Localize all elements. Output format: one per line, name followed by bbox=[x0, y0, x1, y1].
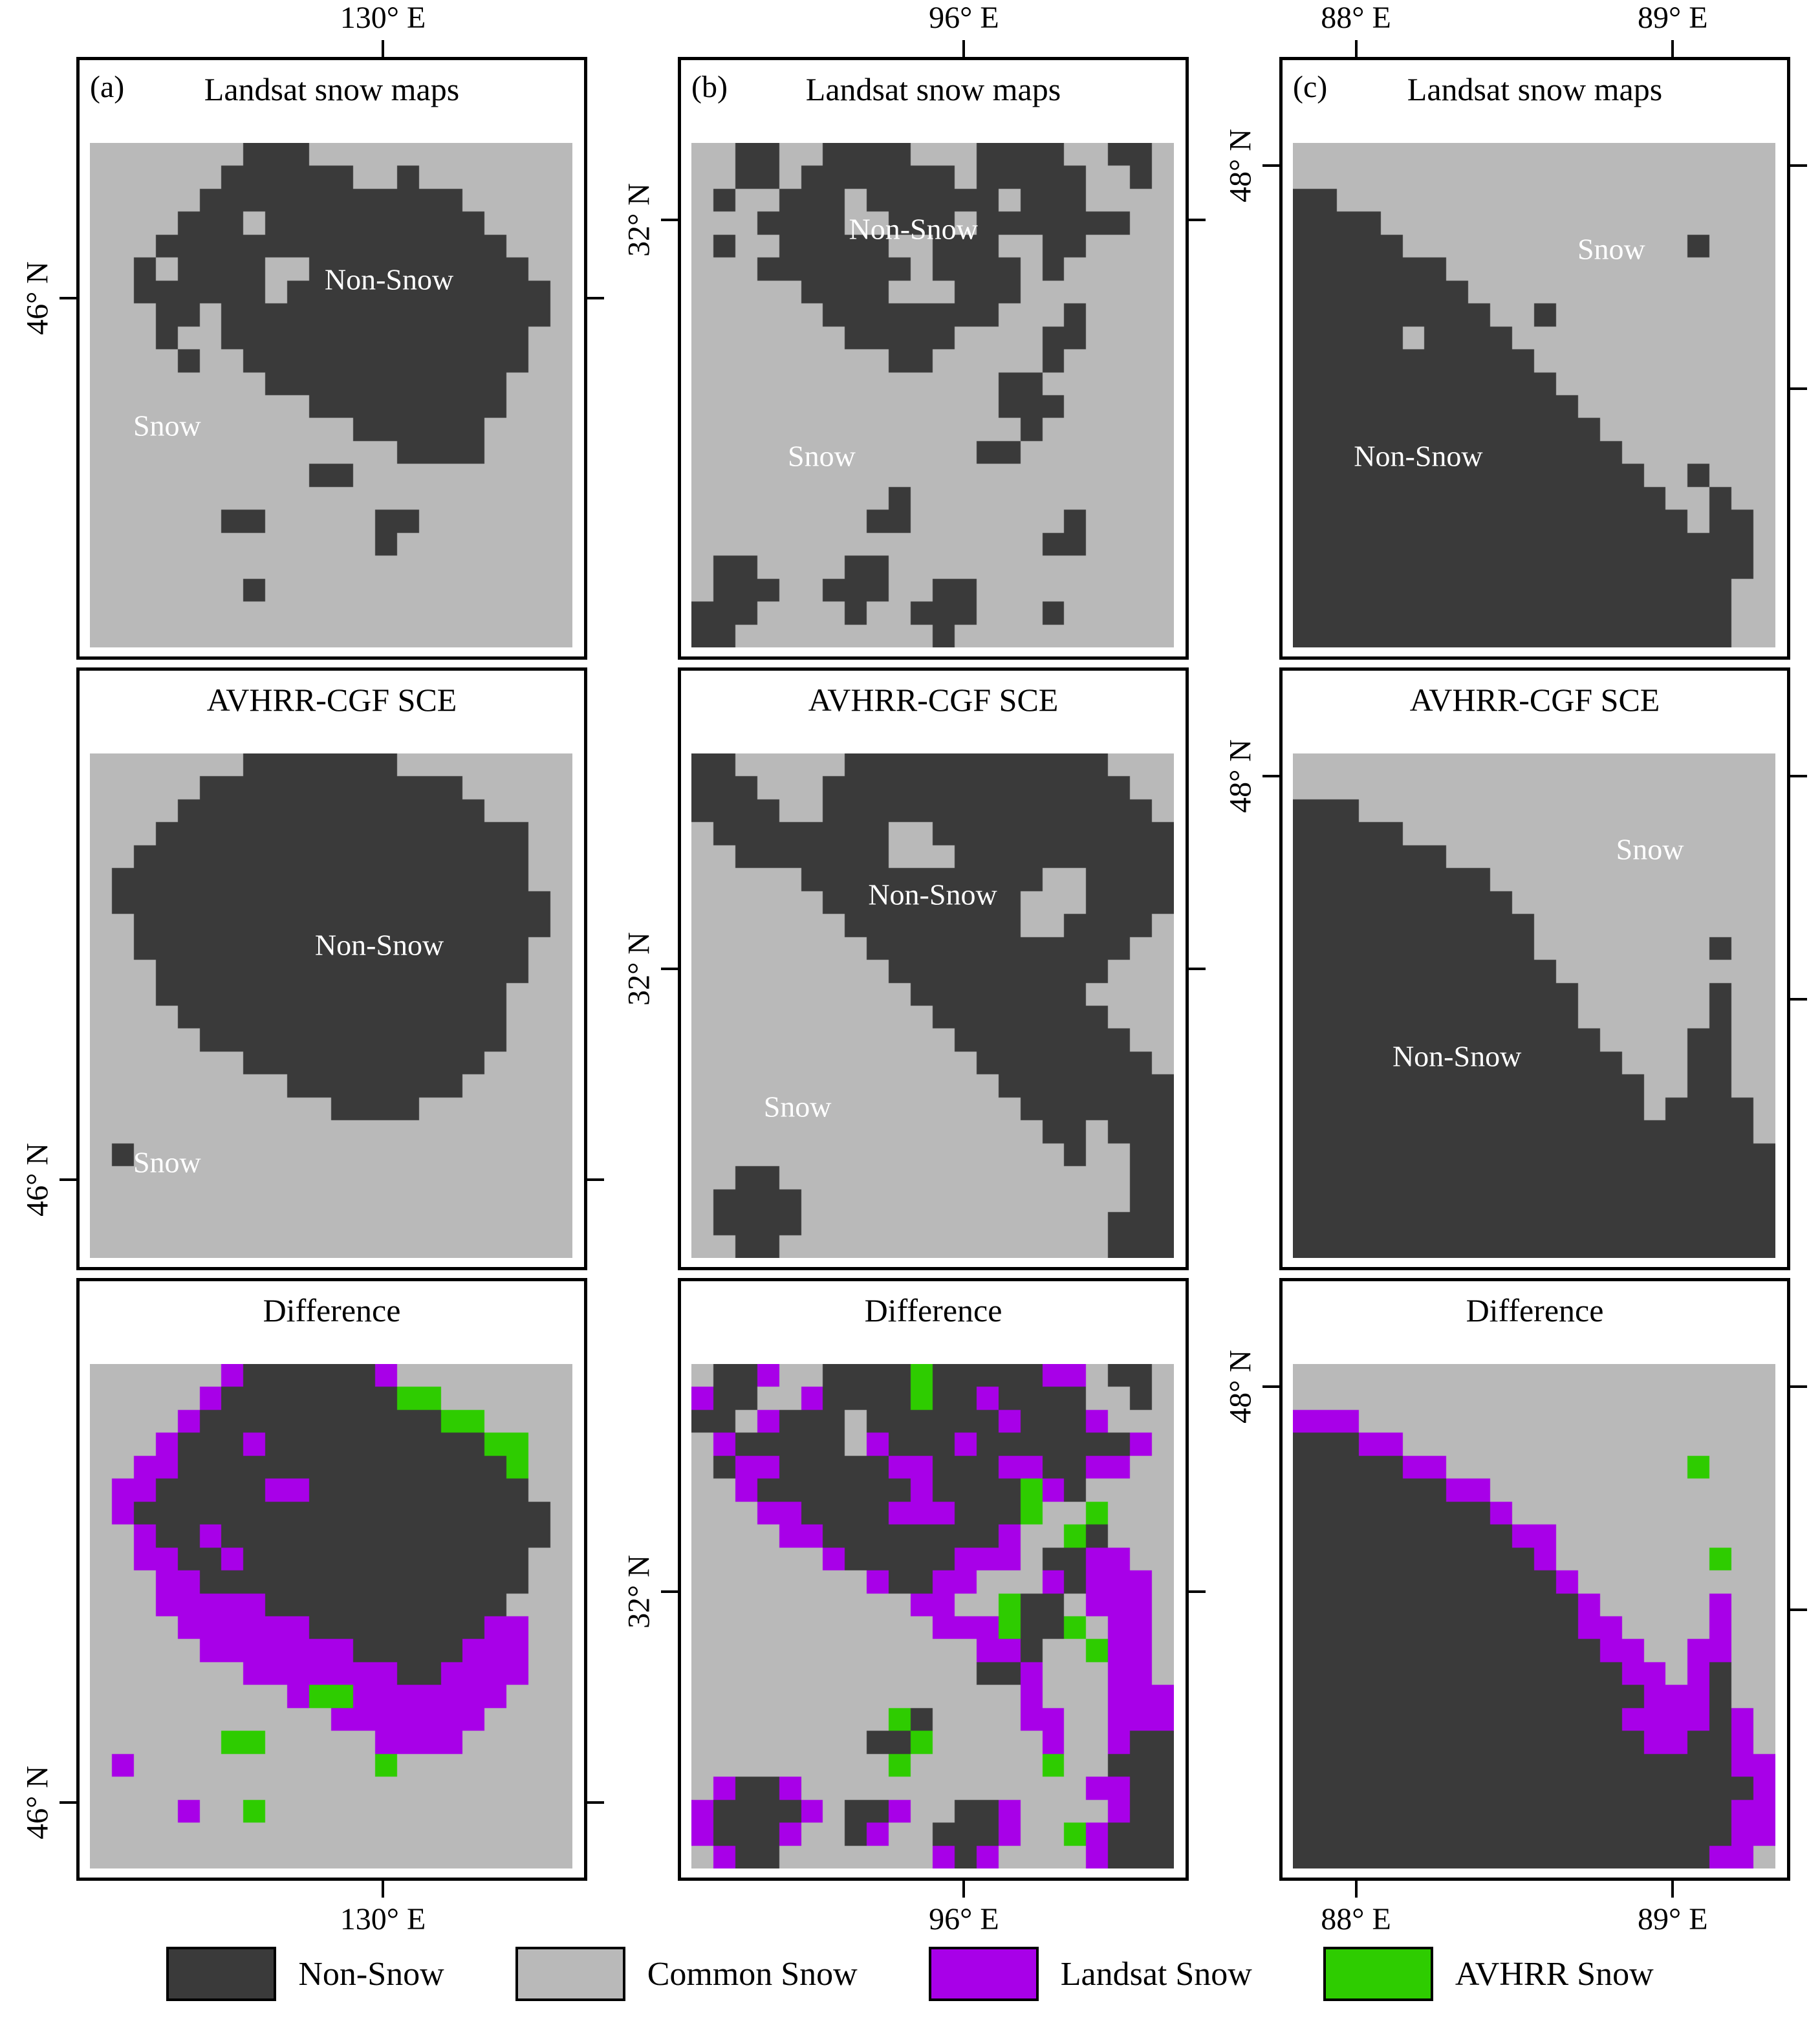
lon-tick-top bbox=[1671, 40, 1674, 57]
snow-raster-canvas bbox=[691, 753, 1174, 1258]
lon-label-bottom: 130° E bbox=[340, 1902, 426, 1936]
lat-label: 46° N bbox=[20, 261, 55, 335]
lon-tick-bottom bbox=[962, 1881, 966, 1898]
panel-c-landsat: (c) Landsat snow maps Snow Non-Snow bbox=[1279, 57, 1790, 660]
lon-tick-top bbox=[962, 40, 966, 57]
lat-label: 46° N bbox=[20, 1765, 55, 1839]
lat-tick-right bbox=[1790, 164, 1807, 167]
lat-tick-left bbox=[661, 218, 678, 221]
lon-label-bottom: 89° E bbox=[1638, 1902, 1708, 1936]
panel-title: AVHRR-CGF SCE bbox=[808, 682, 1059, 718]
legend-item-landsat-snow: Landsat Snow bbox=[928, 1947, 1252, 2001]
map-a-avhrr: Non-Snow Snow bbox=[90, 753, 572, 1258]
map-c-landsat: Snow Non-Snow bbox=[1293, 143, 1775, 647]
lat-tick-left bbox=[60, 1801, 76, 1804]
panel-title: AVHRR-CGF SCE bbox=[1409, 682, 1660, 718]
panel-b-avhrr: AVHRR-CGF SCE Non-Snow Snow bbox=[678, 667, 1189, 1270]
snow-raster-canvas bbox=[1293, 753, 1775, 1258]
legend-label-common-snow: Common Snow bbox=[647, 1955, 858, 1993]
snow-raster-canvas bbox=[1293, 143, 1775, 647]
snow-raster-canvas bbox=[691, 143, 1174, 647]
map-c-avhrr: Snow Non-Snow bbox=[1293, 753, 1775, 1258]
map-b-landsat: Non-Snow Snow bbox=[691, 143, 1174, 647]
lon-label-top: 96° E bbox=[929, 1, 999, 35]
lat-tick-right bbox=[1790, 774, 1807, 777]
lat-tick-right bbox=[1189, 218, 1206, 221]
panel-letter-a: (a) bbox=[90, 70, 125, 104]
legend-item-avhrr-snow: AVHRR Snow bbox=[1323, 1947, 1654, 2001]
panel-letter-c: (c) bbox=[1293, 70, 1328, 104]
legend-item-non-snow: Non-Snow bbox=[166, 1947, 444, 2001]
lat-tick-right bbox=[1189, 968, 1206, 970]
lon-label-top: 88° E bbox=[1321, 1, 1391, 35]
lat-tick-left bbox=[1262, 774, 1279, 777]
lon-label-bottom: 88° E bbox=[1321, 1902, 1391, 1936]
lat-tick-left bbox=[661, 1590, 678, 1593]
panel-c-difference: Difference bbox=[1279, 1278, 1790, 1881]
panel-title: Difference bbox=[864, 1292, 1002, 1328]
lat-label: 32° N bbox=[622, 932, 656, 1006]
snow-raster-canvas bbox=[691, 1364, 1174, 1868]
lon-tick-top bbox=[382, 40, 384, 57]
panel-title: Landsat snow maps bbox=[1407, 71, 1663, 107]
snow-raster-canvas bbox=[90, 753, 572, 1258]
lat-tick-right bbox=[587, 1801, 604, 1804]
lat-tick-right bbox=[1790, 1608, 1807, 1611]
panel-b-difference: Difference bbox=[678, 1278, 1189, 1881]
map-b-avhrr: Non-Snow Snow bbox=[691, 753, 1174, 1258]
lat-label: 48° N bbox=[1223, 128, 1258, 202]
panel-a-difference: Difference bbox=[76, 1278, 587, 1881]
panel-b-landsat: (b) Landsat snow maps Non-Snow Snow bbox=[678, 57, 1189, 660]
lat-tick-left bbox=[661, 968, 678, 970]
lat-tick-left bbox=[1262, 164, 1279, 167]
panel-title: Difference bbox=[1466, 1292, 1604, 1328]
lon-tick-bottom bbox=[1671, 1881, 1674, 1898]
legend-item-common-snow: Common Snow bbox=[515, 1947, 858, 2001]
lon-tick-top bbox=[1354, 40, 1358, 57]
map-a-difference bbox=[90, 1364, 572, 1868]
lon-tick-bottom bbox=[1354, 1881, 1358, 1898]
lat-tick-right bbox=[587, 1178, 604, 1182]
map-a-landsat: Non-Snow Snow bbox=[90, 143, 572, 647]
legend: Non-Snow Common Snow Landsat Snow AVHRR … bbox=[0, 1947, 1820, 2001]
lat-label: 32° N bbox=[622, 1554, 656, 1629]
snow-raster-canvas bbox=[90, 143, 572, 647]
lat-tick-right bbox=[587, 296, 604, 299]
panel-letter-b: (b) bbox=[691, 70, 728, 104]
panel-c-avhrr: AVHRR-CGF SCE Snow Non-Snow bbox=[1279, 667, 1790, 1270]
snow-raster-canvas bbox=[1293, 1364, 1775, 1868]
legend-swatch-non-snow bbox=[166, 1947, 277, 2001]
legend-label-non-snow: Non-Snow bbox=[298, 1955, 444, 1993]
legend-swatch-landsat-snow bbox=[928, 1947, 1039, 2001]
lat-label: 32° N bbox=[622, 182, 656, 257]
lon-label-top: 89° E bbox=[1638, 1, 1708, 35]
panel-title: Difference bbox=[263, 1292, 401, 1328]
lat-tick-right bbox=[1790, 1385, 1807, 1388]
lat-tick-left bbox=[60, 1178, 76, 1182]
panel-a-landsat: (a) Landsat snow maps Non-Snow Snow bbox=[76, 57, 587, 660]
lat-tick-left bbox=[1262, 1385, 1279, 1388]
lat-tick-right bbox=[1189, 1590, 1206, 1593]
snow-raster-canvas bbox=[90, 1364, 572, 1868]
panel-title: AVHRR-CGF SCE bbox=[206, 682, 457, 718]
lat-tick-left bbox=[60, 296, 76, 299]
lat-label: 48° N bbox=[1223, 1349, 1258, 1424]
lon-label-bottom: 96° E bbox=[929, 1902, 999, 1936]
lat-tick-right bbox=[1790, 997, 1807, 1001]
lat-tick-right bbox=[1790, 387, 1807, 390]
lon-tick-bottom bbox=[382, 1881, 384, 1898]
panel-a-avhrr: AVHRR-CGF SCE Non-Snow Snow bbox=[76, 667, 587, 1270]
map-b-difference bbox=[691, 1364, 1174, 1868]
lon-label-top: 130° E bbox=[340, 1, 426, 35]
legend-swatch-avhrr-snow bbox=[1323, 1947, 1433, 2001]
lat-label: 48° N bbox=[1223, 739, 1258, 813]
legend-swatch-common-snow bbox=[515, 1947, 625, 2001]
lat-label: 46° N bbox=[20, 1143, 55, 1217]
panel-title: Landsat snow maps bbox=[805, 71, 1061, 107]
legend-label-landsat-snow: Landsat Snow bbox=[1060, 1955, 1252, 1993]
map-c-difference bbox=[1293, 1364, 1775, 1868]
legend-label-avhrr-snow: AVHRR Snow bbox=[1455, 1955, 1654, 1993]
panel-title: Landsat snow maps bbox=[204, 71, 460, 107]
